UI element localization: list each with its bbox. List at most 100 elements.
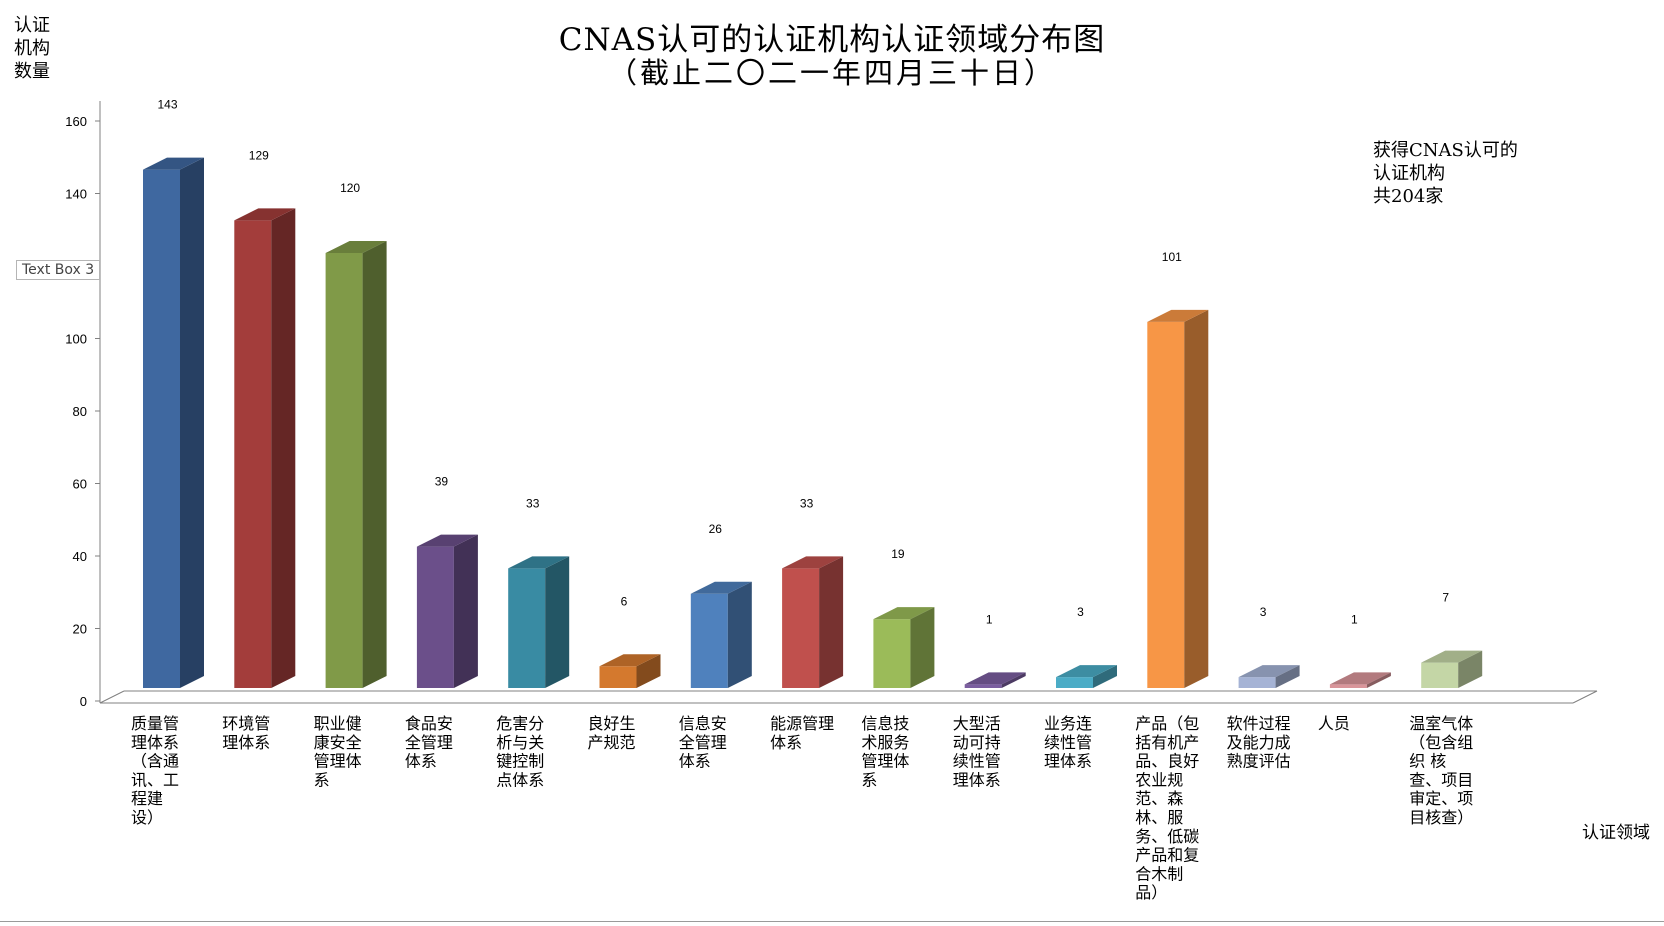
y-tick-label: 160 — [65, 114, 87, 129]
chart-title: CNAS认可的认证机构认证领域分布图 — [558, 22, 1106, 58]
category-label: 食品安全管理体系 — [405, 714, 453, 771]
bar-top — [325, 241, 387, 253]
data-label: 1 — [1351, 612, 1358, 626]
y-tick-label: 40 — [73, 549, 87, 564]
category-label-line: 林、服 — [1135, 808, 1183, 827]
category-label-line: 系 — [314, 770, 330, 789]
y-tick-label: 60 — [73, 477, 87, 492]
category-label-line: 全管理 — [679, 733, 727, 752]
category-label-line: 人员 — [1318, 714, 1350, 733]
bar-top — [690, 581, 752, 594]
chart-subtitle: （截止二〇二一年四月三十日） — [607, 56, 1056, 90]
bar-side — [819, 556, 844, 688]
category-label-line: 食品安 — [405, 714, 453, 733]
category-label-line: 讯、工 — [131, 770, 179, 789]
data-label: 101 — [1162, 250, 1182, 264]
total-note: 获得CNAS认可的 认证机构 共204家 — [1373, 140, 1518, 207]
data-label: 120 — [340, 181, 360, 195]
bar — [234, 220, 272, 688]
category-label-line: 析与关 — [496, 733, 544, 752]
category-label: 产品（包括有机产品、良好农业规范、森林、服务、低碳产品和复合木制品） — [1135, 714, 1199, 902]
category-label-line: 危害分 — [496, 714, 544, 733]
category-label-line: 农业规 — [1135, 770, 1183, 789]
bar-top — [508, 556, 570, 569]
category-label-line: 续性管 — [953, 752, 1001, 771]
category-label-line: 理体系 — [1044, 752, 1092, 771]
bar-side — [910, 607, 935, 688]
x-axis-label: 认证领域 — [1582, 823, 1650, 843]
category-label-line: 质量管 — [131, 714, 179, 733]
category-label-line: 设） — [131, 808, 163, 827]
category-label-line: 产规范 — [588, 733, 636, 752]
category-label-line: 系 — [861, 770, 877, 789]
bar — [416, 546, 454, 688]
data-label: 129 — [249, 148, 269, 162]
bar — [1421, 662, 1459, 688]
category-label-line: 理体系 — [222, 733, 270, 752]
data-label: 1 — [986, 612, 993, 626]
bar-side — [727, 581, 752, 688]
category-label-line: 信息安 — [679, 714, 727, 733]
bar-side — [1366, 672, 1391, 688]
data-label: 39 — [435, 475, 449, 489]
category-label: 信息安全管理体系 — [679, 714, 727, 771]
bar-side — [1184, 309, 1209, 688]
category-label-line: 良好生 — [588, 714, 636, 733]
category-label-line: 产品（包 — [1135, 714, 1199, 733]
bar-side — [545, 556, 570, 688]
y-tick-label: 20 — [73, 622, 87, 637]
category-label-line: 理体系 — [131, 733, 179, 752]
category-label-line: 括有机产 — [1135, 733, 1199, 752]
category-label: 温室气体（包含组织 核查、项目审定、项目核查） — [1409, 714, 1473, 827]
category-label-line: 品） — [1135, 883, 1167, 902]
category-label: 人员 — [1318, 714, 1350, 733]
data-label: 19 — [891, 547, 905, 561]
category-label-line: （含通 — [131, 752, 179, 771]
bar-top — [1238, 665, 1300, 678]
category-label-line: 体系 — [770, 733, 802, 752]
bar — [1147, 321, 1185, 688]
category-label-line: 品、良好 — [1135, 752, 1199, 771]
category-label-line: 信息技 — [861, 714, 909, 733]
y-tick-label: 100 — [65, 332, 87, 347]
bar-side — [362, 241, 387, 688]
text-box-3[interactable]: Text Box 3 — [16, 260, 101, 280]
category-label-line: 及能力成 — [1227, 733, 1291, 752]
bar-side — [1458, 650, 1483, 688]
category-label-line: 术服务 — [861, 733, 909, 752]
bar-top — [143, 157, 204, 170]
category-label-line: 查、项目 — [1409, 770, 1473, 789]
category-label: 危害分析与关键控制点体系 — [496, 714, 544, 789]
y-tick-label: 80 — [73, 404, 87, 419]
bar-top — [1421, 650, 1483, 663]
category-label: 软件过程及能力成熟度评估 — [1227, 714, 1291, 771]
category-label-line: 熟度评估 — [1227, 752, 1291, 771]
category-label-line: 动可持 — [953, 733, 1001, 752]
category-label: 信息技术服务管理体系 — [861, 714, 909, 789]
category-label-line: 体系 — [679, 752, 711, 771]
category-label-line: 能源管理 — [770, 714, 834, 733]
bar-side — [1093, 665, 1117, 688]
bar-top — [1329, 672, 1391, 685]
bar-side — [1001, 672, 1026, 688]
bar — [690, 593, 728, 688]
y-tick-label: 140 — [65, 187, 87, 202]
bar-top — [782, 556, 844, 569]
bar — [782, 568, 820, 688]
category-label-line: 业务连 — [1044, 714, 1092, 733]
bar-side — [453, 534, 478, 688]
bar — [964, 684, 1002, 688]
category-label-line: 理体系 — [953, 770, 1001, 789]
category-label: 良好生产规范 — [588, 714, 636, 752]
category-label-line: 软件过程 — [1227, 714, 1291, 733]
bar-side — [1275, 665, 1300, 688]
category-label-line: （包含组 — [1409, 733, 1473, 752]
data-label: 3 — [1077, 605, 1084, 619]
category-label-line: 织 核 — [1409, 752, 1446, 771]
category-label-line: 程建 — [131, 789, 163, 808]
category-label: 职业健康安全管理体系 — [314, 714, 362, 789]
data-label: 7 — [1442, 591, 1449, 605]
category-label: 能源管理体系 — [770, 714, 834, 752]
